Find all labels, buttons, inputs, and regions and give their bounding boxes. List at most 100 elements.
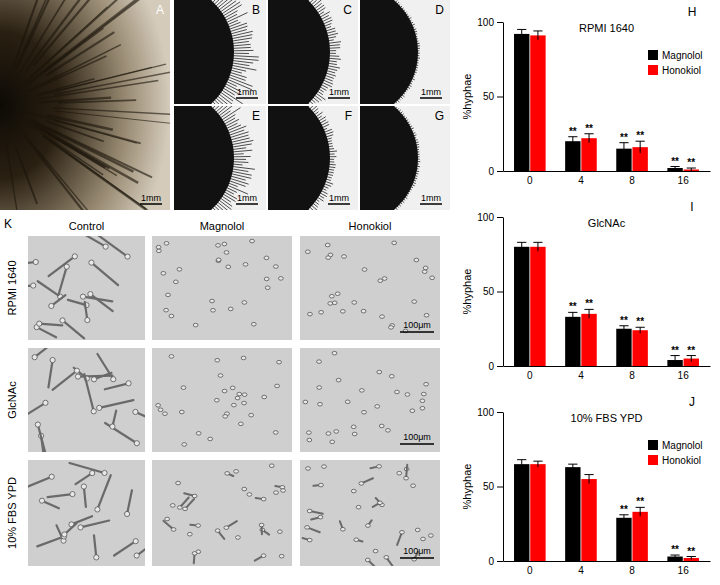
x-tick: 0	[527, 561, 533, 576]
yeast-cell	[405, 393, 410, 397]
photo-image	[174, 106, 266, 210]
series	[514, 242, 683, 366]
yeast-cell	[176, 481, 181, 485]
yeast-cell	[37, 321, 42, 326]
significance-label: **	[636, 130, 644, 141]
scale-label: 1mm	[237, 193, 257, 203]
yeast-cell	[226, 265, 231, 269]
y-tick: 50	[483, 481, 503, 492]
significance-label: **	[569, 301, 577, 312]
x-axis: 04816	[504, 366, 711, 381]
hypha	[217, 201, 231, 210]
yeast-cell	[91, 377, 96, 382]
error-cap	[584, 474, 593, 475]
colony	[174, 0, 234, 104]
legend-entry: Magnolol	[648, 440, 703, 451]
error-line	[640, 327, 641, 333]
yeast-cell	[133, 409, 138, 414]
error-line	[537, 31, 538, 40]
yeast-cell	[222, 242, 227, 246]
yeast-cell	[261, 497, 266, 501]
yeast-cell	[179, 410, 184, 414]
hypha	[232, 58, 259, 60]
hypha-cell	[94, 535, 96, 557]
yeast-cell	[169, 355, 174, 359]
yeast-cell	[336, 378, 341, 382]
yeast-cell	[242, 487, 247, 491]
bar	[514, 34, 529, 171]
scale-label: 100μm	[403, 546, 431, 556]
legend-entry: Magnolol	[648, 50, 703, 61]
error-bar	[533, 461, 542, 467]
yeast-cell	[192, 552, 197, 556]
yeast-cell	[211, 308, 216, 312]
yeast-cell	[273, 431, 278, 435]
yeast-cell	[421, 392, 426, 396]
bar	[632, 330, 647, 366]
hypha	[232, 53, 249, 54]
panel-letter: C	[343, 3, 352, 17]
yeast-cell	[420, 399, 425, 403]
yeast-cell	[330, 440, 335, 444]
hypha-cell	[49, 256, 75, 276]
column-label: Control	[69, 220, 104, 232]
hypha	[228, 180, 245, 186]
microscopy-grid: KControlMagnololHonokiolRPMI 1640100μmGl…	[4, 217, 440, 569]
yeast-cell	[234, 470, 239, 474]
yeast-cell	[389, 326, 394, 330]
yeast-cell	[322, 465, 327, 469]
hypha	[18, 0, 80, 67]
y-axis-title: %hyphae	[461, 74, 473, 120]
y-tick-label: 50	[483, 286, 495, 297]
y-axis-line	[503, 218, 504, 367]
row-label: 10% FBS YPD	[6, 477, 18, 549]
yeast-cell	[72, 254, 77, 259]
hypha-cell	[39, 324, 62, 326]
photo-image	[174, 0, 266, 104]
yeast-cell	[318, 515, 323, 519]
y-tick-label: 100	[477, 212, 494, 223]
series	[530, 242, 699, 366]
hypha	[18, 126, 90, 210]
chart-title: GlcNAc	[588, 217, 626, 229]
plot-area	[514, 460, 699, 561]
yeast-cell	[125, 254, 130, 259]
x-tick-label: 16	[678, 565, 690, 576]
row-label: RPMI 1640	[6, 260, 18, 315]
hypha-cell	[97, 475, 110, 509]
yeast-cell	[164, 308, 169, 312]
yeast-cell	[181, 386, 186, 390]
x-tick: 4	[578, 561, 584, 576]
error-line	[589, 309, 590, 318]
yeast-cell	[395, 390, 400, 394]
yeast-cell	[410, 409, 415, 413]
hypha	[229, 178, 249, 184]
micrograph-background	[152, 236, 292, 340]
error-bar	[670, 555, 679, 558]
yeast-cell	[156, 245, 161, 249]
scale-label: 100μm	[403, 320, 431, 330]
y-tick: 100	[477, 407, 503, 418]
scale-bar	[420, 97, 442, 99]
micrograph-background	[300, 348, 440, 452]
yeast-cell	[173, 280, 178, 284]
micrograph	[300, 236, 440, 340]
error-line	[521, 460, 522, 469]
yeast-cell	[91, 409, 96, 414]
error-bar	[687, 168, 696, 171]
yeast-cell	[208, 437, 213, 441]
x-axis: 04816	[504, 171, 711, 186]
hypha	[18, 45, 121, 96]
yeast-cell	[362, 410, 367, 414]
x-axis-line	[504, 171, 711, 172]
x-tick-label: 8	[629, 370, 635, 381]
hypha-cell	[127, 490, 132, 514]
yeast-cell	[50, 357, 55, 362]
panel-letter: I	[690, 200, 693, 214]
hypha-cell	[84, 487, 86, 507]
micrograph-background	[28, 460, 145, 566]
micrograph	[152, 236, 292, 340]
hypha	[229, 72, 247, 77]
hypha	[232, 50, 253, 51]
panel-letter: A	[156, 3, 164, 17]
